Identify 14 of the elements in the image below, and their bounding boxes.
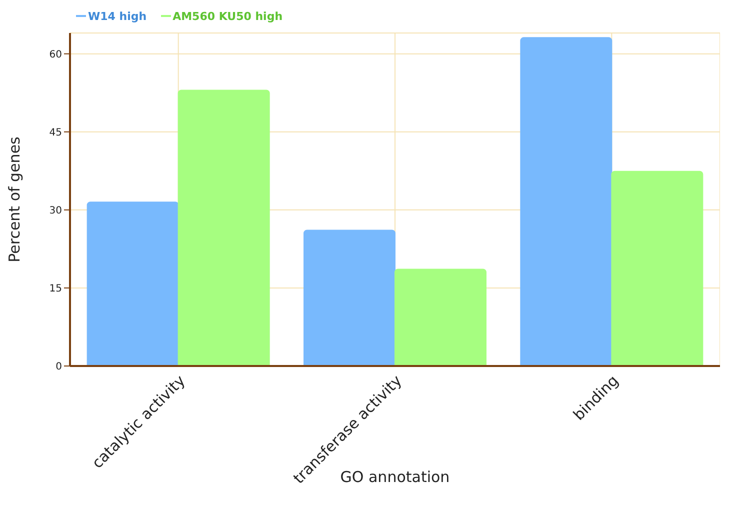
- y-tick-label: 15: [49, 284, 62, 295]
- legend-label: W14 high: [88, 10, 147, 23]
- bar: [520, 37, 612, 366]
- bar: [178, 90, 270, 366]
- legend-label: AM560 KU50 high: [172, 10, 283, 23]
- bar: [611, 170, 704, 366]
- bar: [394, 268, 486, 366]
- bar: [86, 202, 179, 366]
- y-tick-label: 60: [49, 49, 62, 60]
- bar: [304, 230, 396, 366]
- y-tick-label: 30: [49, 205, 62, 216]
- y-tick-label: 0: [56, 362, 62, 373]
- y-axis-title: Percent of genes: [5, 136, 24, 262]
- y-tick-label: 45: [49, 127, 62, 138]
